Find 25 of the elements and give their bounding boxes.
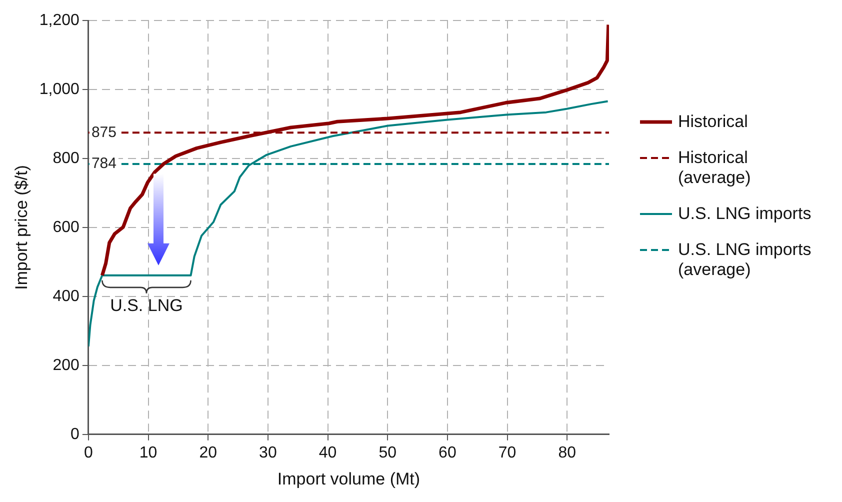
x-tick-label: 50 [378, 444, 397, 462]
y-tick-label: 200 [52, 356, 80, 374]
legend-label: U.S. LNG imports [678, 204, 812, 224]
x-tick-label: 20 [199, 444, 218, 462]
annotation: U.S. LNG [109, 296, 184, 316]
data-label: 784 [91, 155, 116, 172]
y-tick-label: 800 [52, 150, 80, 167]
legend-label: Historical (average) [678, 148, 752, 188]
y-axis-title: Import price ($/t) [12, 165, 31, 290]
x-tick-label: 40 [318, 444, 337, 462]
x-tick-label: 10 [139, 444, 158, 462]
legend-label: Historical [678, 112, 748, 132]
data-label: 875 [91, 124, 116, 141]
x-tick-label: 60 [438, 444, 456, 462]
x-tick-label: 0 [84, 444, 93, 462]
x-axis-title: Import volume (Mt) [277, 469, 420, 488]
y-tick-label: 1,200 [39, 12, 80, 30]
x-tick-label: 30 [259, 444, 277, 462]
y-tick-label: 1,000 [39, 80, 80, 98]
legend-label: U.S. LNG imports (average) [678, 240, 812, 280]
y-tick-label: 600 [52, 218, 80, 236]
y-tick-label: 0 [70, 426, 80, 443]
y-tick-label: 400 [52, 288, 80, 305]
x-tick-label: 70 [498, 444, 516, 462]
x-tick-label: 80 [558, 444, 576, 462]
